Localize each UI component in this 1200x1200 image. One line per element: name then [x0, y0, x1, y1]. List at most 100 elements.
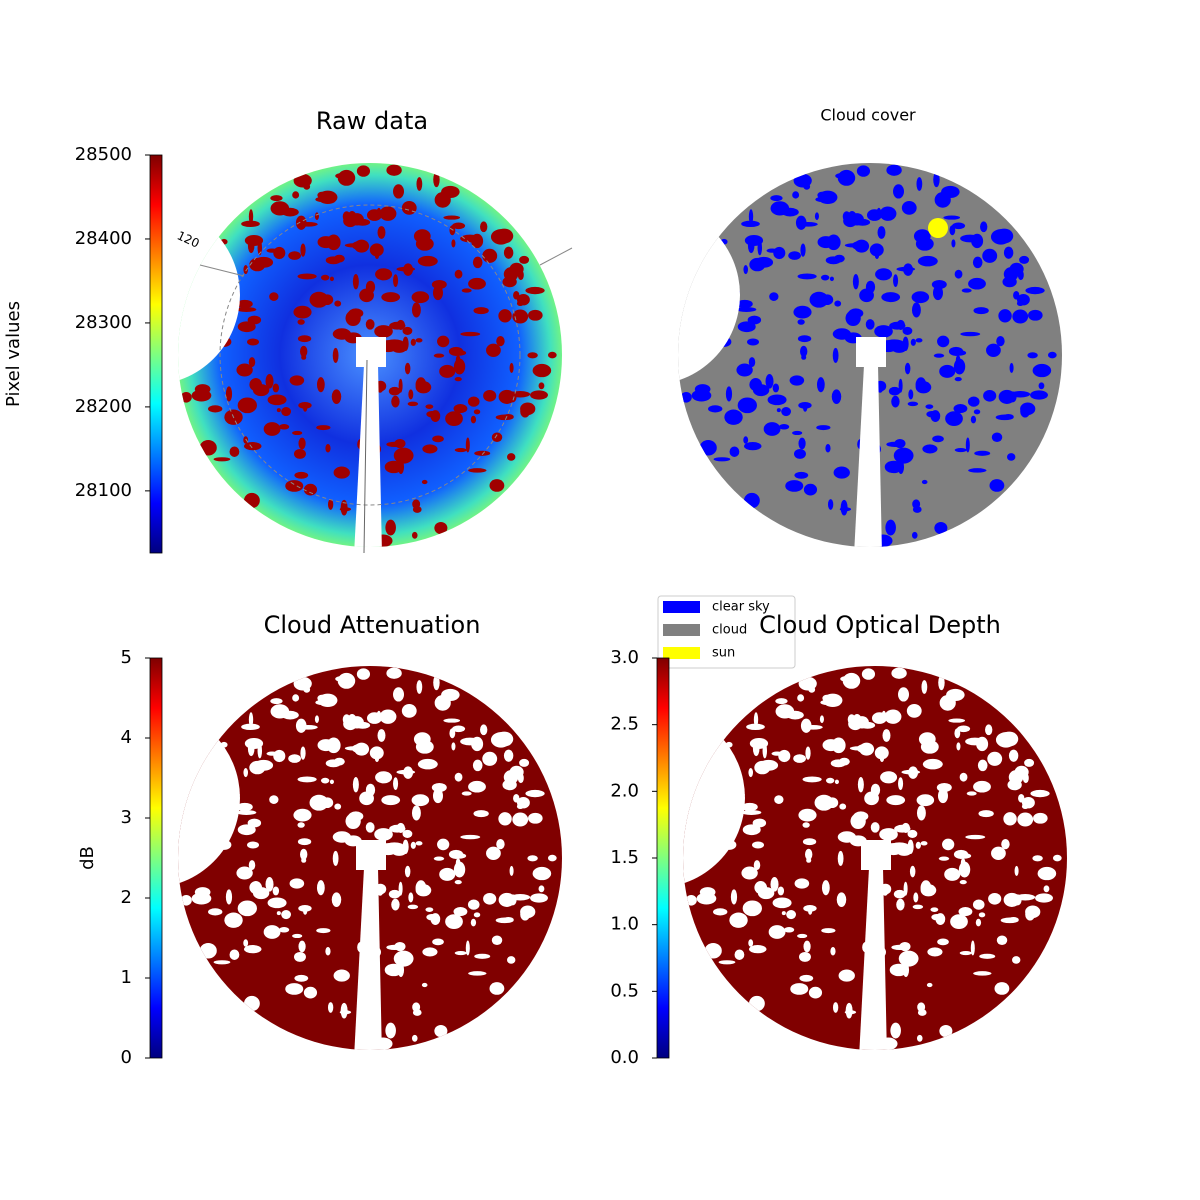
- cloud-patch: [948, 718, 966, 723]
- cloud-patch: [396, 319, 405, 330]
- cloud-patch: [753, 712, 759, 728]
- cloud-patch: [857, 776, 864, 793]
- cloud-patch: [888, 386, 901, 396]
- cloud-patch: [907, 401, 919, 407]
- cloud-patch: [530, 390, 548, 400]
- cloud-patch: [386, 667, 402, 679]
- cloud-patch: [884, 460, 903, 474]
- cloud-patch: [385, 519, 396, 536]
- cloud-patch: [498, 309, 512, 323]
- cloud-patch: [425, 404, 434, 409]
- cloud-patch: [422, 947, 438, 957]
- cloud-patch: [840, 499, 848, 516]
- cloud-patch: [452, 222, 466, 230]
- cloud-patch: [316, 880, 325, 896]
- cloud-patch: [749, 257, 766, 272]
- colorbar-tick-label: 28100: [75, 480, 132, 501]
- cloud-patch: [797, 933, 808, 939]
- cloud-patch: [834, 300, 842, 307]
- cloud-patch: [509, 362, 514, 374]
- cloud-patch: [917, 255, 938, 267]
- cloud-patch: [743, 265, 749, 275]
- cloud-patch: [901, 769, 921, 775]
- cloud-patch: [208, 405, 223, 413]
- cloud-patch: [483, 892, 497, 905]
- cloud-patch: [1021, 796, 1035, 809]
- cloud-patch: [704, 943, 722, 959]
- mask-arm: [859, 868, 887, 1050]
- cloud-patch: [729, 912, 748, 928]
- cloud-patch: [393, 777, 399, 791]
- cloud-patch: [835, 172, 853, 179]
- cloud-patch: [938, 675, 945, 691]
- cloud-patch: [292, 933, 303, 939]
- cloud-patch: [343, 214, 358, 228]
- cloud-patch: [1016, 293, 1030, 306]
- cloud-patch: [416, 680, 423, 694]
- cloud-patch: [415, 338, 423, 343]
- cloud-patch: [965, 437, 970, 453]
- cloud-patch: [973, 971, 992, 976]
- cloud-patch: [289, 375, 305, 386]
- cloud-patch: [439, 364, 456, 378]
- cloud-patch: [800, 718, 812, 733]
- cloud-patch: [448, 346, 464, 356]
- cloud-patch: [495, 414, 514, 421]
- cloud-patch: [199, 440, 217, 456]
- cloud-patch: [248, 357, 256, 368]
- cloud-patch: [237, 321, 256, 333]
- cloud-patch: [293, 808, 312, 822]
- cloud-patch: [752, 741, 760, 757]
- cloud-patch: [495, 917, 514, 924]
- cloud-patch: [899, 941, 911, 952]
- cloud-patch: [960, 331, 981, 337]
- cloud-patch: [974, 450, 991, 456]
- cloud-patch: [833, 466, 850, 479]
- cloud-patch: [797, 694, 805, 702]
- cloud-patch: [930, 907, 939, 912]
- cloud-patch: [934, 192, 951, 208]
- colorbar-tick-label: 28500: [75, 144, 132, 165]
- cloud-patch: [770, 201, 790, 216]
- cloud-patch: [814, 794, 834, 811]
- cloud-patch: [411, 794, 430, 807]
- cloud-patch: [443, 718, 461, 723]
- cloud-patch: [434, 1024, 448, 1038]
- cloud-patch: [743, 492, 760, 509]
- cloud-patch: [381, 292, 401, 303]
- cloud-patch: [1010, 391, 1031, 398]
- cloud-patch: [952, 222, 966, 230]
- cloud-patch: [736, 307, 757, 312]
- panel-title: Cloud Optical Depth: [759, 611, 1001, 639]
- colorbar-tick-label: 28300: [75, 312, 132, 333]
- cloud-patch: [331, 892, 342, 907]
- cloud-patch: [454, 269, 463, 279]
- cloud-patch: [509, 865, 514, 877]
- cloud-patch: [748, 995, 765, 1012]
- cloud-patch: [496, 336, 505, 347]
- cloud-patch: [1030, 390, 1048, 400]
- cloud-patch: [263, 422, 281, 436]
- cloud-patch: [439, 867, 456, 881]
- cloud-patch: [294, 974, 309, 982]
- cloud-patch: [874, 325, 893, 338]
- cloud-patch: [736, 363, 753, 377]
- cloud-patch: [454, 950, 467, 956]
- cloud-patch: [831, 737, 846, 754]
- cloud-patch: [798, 951, 811, 962]
- cloud-patch: [972, 899, 985, 910]
- cloud-patch: [375, 771, 393, 784]
- cloud-patch: [191, 892, 212, 905]
- cloud-patch: [960, 234, 980, 243]
- cloud-patch: [936, 782, 952, 793]
- cloud-patch: [334, 803, 342, 810]
- cloud-patch: [978, 810, 994, 818]
- cloud-patch: [434, 521, 448, 535]
- cloud-patch: [1020, 405, 1030, 418]
- cloud-patch: [433, 856, 445, 861]
- mask-block: [861, 840, 891, 870]
- cloud-patch: [411, 1034, 418, 1042]
- cloud-patch: [864, 791, 879, 806]
- cloud-patch: [333, 466, 350, 479]
- cloud-patch: [765, 374, 774, 389]
